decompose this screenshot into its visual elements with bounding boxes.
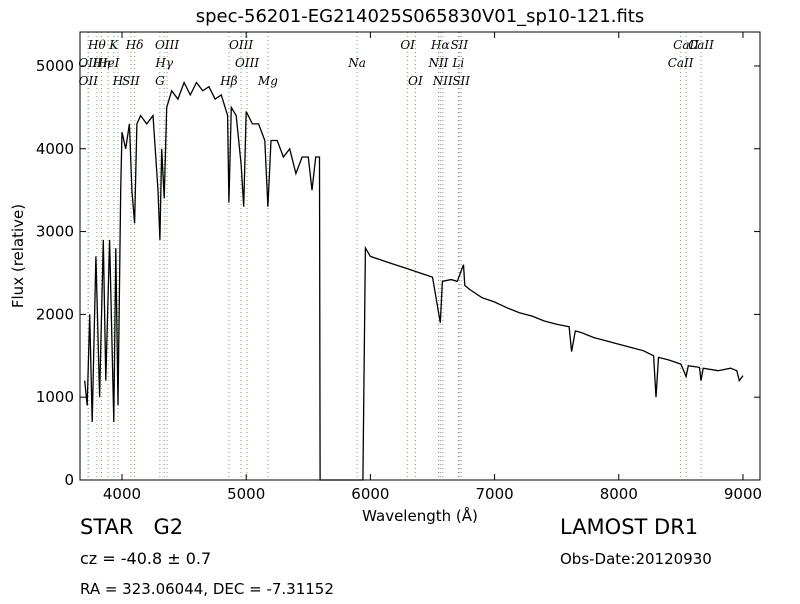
spectral-line-label: OII	[78, 56, 98, 70]
spectral-line-label: OIII	[229, 38, 253, 52]
spectral-line-label: OI	[400, 38, 415, 52]
y-axis-label: Flux (relative)	[9, 204, 27, 308]
spectral-line-label: NII	[432, 74, 453, 88]
spectral-line-label: OI	[408, 74, 423, 88]
x-tick-label: 9000	[724, 485, 762, 503]
spectral-line-label: CaII	[673, 38, 699, 52]
spectrum-line	[84, 80, 744, 481]
spectral-line-label: NII	[427, 56, 448, 70]
obs-date: Obs-Date:20120930	[560, 550, 712, 568]
y-tick-label: 5000	[36, 57, 74, 75]
spectral-line-label: Hα	[430, 38, 450, 52]
spectral-line-label: OIII	[155, 38, 179, 52]
spectral-line-label: K	[108, 38, 119, 52]
x-axis-label: Wavelength (Å)	[362, 506, 478, 525]
spectral-line-label: Hδ	[125, 38, 144, 52]
spectral-line-label: Hγ	[154, 56, 173, 70]
spectral-line-label: Hη	[92, 56, 111, 70]
spectral-line-label: Hθ	[87, 38, 106, 52]
spectral-line-label: SII	[122, 74, 140, 88]
y-tick-label: 4000	[36, 140, 74, 158]
spectral-line-label: Hβ	[219, 74, 237, 88]
spectral-line-label: SII	[450, 38, 468, 52]
spectral-line-label: G	[155, 74, 165, 88]
survey-name: LAMOST DR1	[560, 515, 698, 539]
chart-title: spec-56201-EG214025S065830V01_sp10-121.f…	[196, 6, 644, 27]
redshift: cz = -40.8 ± 0.7	[80, 549, 211, 568]
x-tick-label: 7000	[475, 485, 513, 503]
x-tick-label: 8000	[600, 485, 638, 503]
spectral-line-label: Mg	[257, 74, 278, 88]
coordinates: RA = 323.06044, DEC = -7.31152	[80, 580, 334, 598]
x-tick-label: 5000	[227, 485, 265, 503]
spectral-line-label: H	[112, 74, 124, 88]
y-tick-label: 0	[64, 471, 74, 489]
spectral-line-label: Na	[347, 56, 366, 70]
y-tick-label: 3000	[36, 223, 74, 241]
y-tick-label: 2000	[36, 305, 74, 323]
spectral-line-label: SII	[452, 74, 470, 88]
spectral-line-label: Li	[451, 56, 464, 70]
spectral-line-label: OIII	[235, 56, 259, 70]
object-class: STAR G2	[80, 515, 183, 539]
spectral-line-label: CaII	[688, 38, 714, 52]
spectral-line-label: CaII	[668, 56, 694, 70]
x-tick-label: 4000	[103, 485, 141, 503]
x-tick-label: 6000	[351, 485, 389, 503]
spectral-line-label: OII	[79, 74, 99, 88]
spectral-line-label: HeI	[96, 56, 120, 70]
y-tick-label: 1000	[36, 388, 74, 406]
plot-frame	[79, 31, 761, 481]
